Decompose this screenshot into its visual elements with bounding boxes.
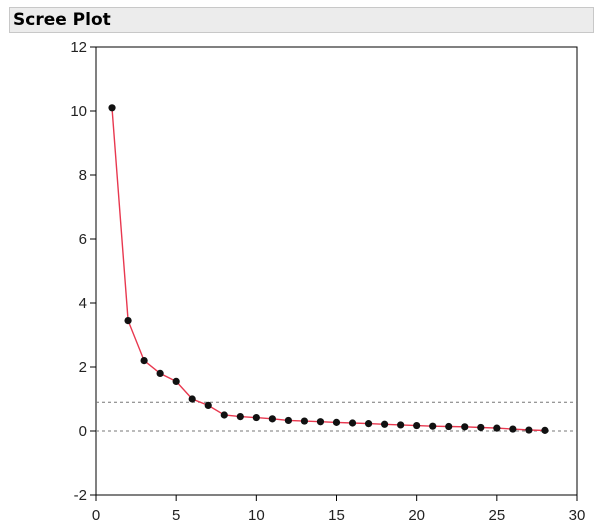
y-tick-label: -2 xyxy=(74,487,87,504)
y-tick-label: 4 xyxy=(79,295,87,312)
x-tick-label: 5 xyxy=(172,507,180,524)
data-point xyxy=(269,415,276,422)
x-tick-label: 0 xyxy=(92,507,100,524)
data-point xyxy=(221,411,228,418)
data-point xyxy=(301,417,308,424)
data-point xyxy=(381,421,388,428)
data-point xyxy=(189,395,196,402)
y-tick-label: 2 xyxy=(79,359,87,376)
data-point xyxy=(141,357,148,364)
data-point xyxy=(493,425,500,432)
x-tick-label: 25 xyxy=(488,507,505,524)
y-tick-label: 6 xyxy=(79,231,87,248)
data-point xyxy=(157,370,164,377)
y-tick-label: 12 xyxy=(70,39,87,56)
x-tick-label: 15 xyxy=(328,507,345,524)
data-point xyxy=(365,420,372,427)
plot-frame xyxy=(96,47,577,495)
data-point xyxy=(445,423,452,430)
y-tick-label: 0 xyxy=(79,423,87,440)
data-point xyxy=(509,425,516,432)
x-tick-label: 30 xyxy=(569,507,586,524)
data-point xyxy=(237,413,244,420)
data-point xyxy=(124,317,131,324)
data-point xyxy=(349,419,356,426)
x-tick-label: 20 xyxy=(408,507,425,524)
data-point xyxy=(253,414,260,421)
data-point xyxy=(541,427,548,434)
data-point xyxy=(285,417,292,424)
y-tick-label: 10 xyxy=(70,103,87,120)
axes xyxy=(96,47,577,495)
data-point xyxy=(477,424,484,431)
data-point xyxy=(397,421,404,428)
data-point xyxy=(108,104,115,111)
data-point xyxy=(413,422,420,429)
data-point xyxy=(317,418,324,425)
data-point xyxy=(525,426,532,433)
y-tick-label: 8 xyxy=(79,167,87,184)
data-point xyxy=(333,419,340,426)
data-point xyxy=(429,423,436,430)
x-tick-label: 10 xyxy=(248,507,265,524)
data-point xyxy=(173,378,180,385)
data-point xyxy=(205,402,212,409)
data-point xyxy=(461,423,468,430)
